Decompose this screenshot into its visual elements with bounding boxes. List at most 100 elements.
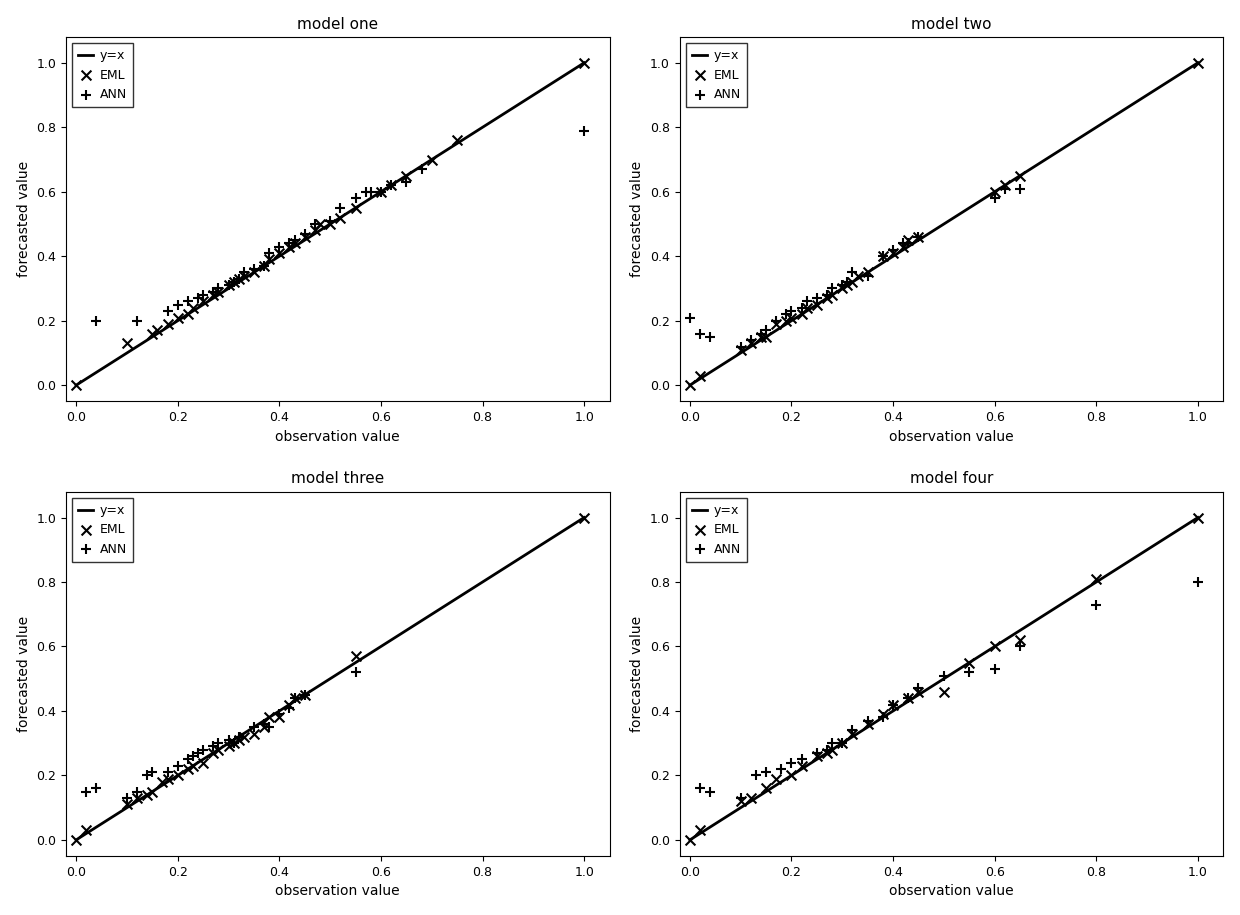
ANN [254, 259, 274, 274]
X-axis label: observation value: observation value [889, 884, 1014, 899]
ANN [279, 236, 299, 251]
EML [822, 287, 842, 302]
ANN [320, 213, 340, 228]
ANN [157, 304, 177, 318]
ANN [117, 791, 136, 805]
EML [858, 265, 878, 280]
ANN [269, 239, 289, 253]
ANN [680, 310, 699, 325]
EML [285, 236, 305, 251]
EML [138, 788, 157, 802]
Title: model one: model one [298, 16, 378, 32]
ANN [184, 748, 203, 763]
EML [1011, 632, 1030, 647]
ANN [87, 314, 107, 328]
EML [279, 697, 299, 712]
EML [742, 791, 761, 805]
ANN [873, 249, 893, 264]
ANN [218, 733, 238, 748]
EML [822, 742, 842, 757]
ANN [985, 191, 1004, 206]
ANN [909, 230, 929, 244]
Y-axis label: forecasted value: forecasted value [630, 616, 645, 732]
ANN [1011, 181, 1030, 196]
EML [157, 771, 177, 786]
ANN [756, 765, 776, 780]
EML [680, 378, 699, 393]
EML [234, 729, 254, 744]
EML [574, 511, 594, 525]
Legend: y=x, EML, ANN: y=x, EML, ANN [686, 498, 746, 562]
ANN [934, 668, 954, 683]
EML [817, 746, 837, 760]
Title: model four: model four [910, 471, 993, 487]
X-axis label: observation value: observation value [889, 430, 1014, 444]
ANN [899, 691, 919, 705]
EML [837, 278, 857, 293]
ANN [77, 784, 97, 799]
EML [66, 378, 86, 393]
ANN [259, 720, 279, 735]
ANN [883, 697, 903, 712]
ANN [909, 681, 929, 695]
ANN [143, 765, 162, 780]
ANN [223, 736, 243, 750]
ANN [817, 287, 837, 302]
ANN [346, 191, 366, 206]
EML [128, 791, 148, 805]
EML [832, 281, 852, 296]
EML [858, 716, 878, 731]
EML [680, 833, 699, 847]
ANN [766, 314, 786, 328]
EML [184, 759, 203, 773]
EML [346, 649, 366, 663]
EML [228, 272, 248, 286]
EML [295, 687, 315, 702]
EML [848, 268, 868, 283]
ANN [837, 274, 857, 289]
Legend: y=x, EML, ANN: y=x, EML, ANN [72, 498, 133, 562]
EML [448, 133, 467, 147]
ANN [412, 162, 432, 177]
EML [77, 823, 97, 837]
ANN [167, 297, 187, 312]
EML [244, 727, 264, 741]
EML [985, 185, 1004, 199]
ANN [822, 736, 842, 750]
EML [269, 710, 289, 725]
EML [167, 768, 187, 782]
ANN [179, 294, 198, 308]
EML [909, 230, 929, 244]
ANN [87, 781, 107, 796]
ANN [756, 323, 776, 338]
EML [153, 775, 172, 790]
EML [873, 707, 893, 722]
ANN [807, 746, 827, 760]
ANN [960, 665, 980, 680]
EML [244, 265, 264, 280]
EML [807, 297, 827, 312]
EML [179, 307, 198, 321]
EML [899, 232, 919, 247]
ANN [203, 285, 223, 299]
EML [259, 253, 279, 267]
EML [234, 268, 254, 283]
Y-axis label: forecasted value: forecasted value [16, 161, 31, 277]
Legend: y=x, EML, ANN: y=x, EML, ANN [686, 43, 746, 107]
EML [751, 329, 771, 344]
EML [218, 278, 238, 293]
Y-axis label: forecasted value: forecasted value [630, 161, 645, 277]
ANN [985, 662, 1004, 676]
EML [985, 640, 1004, 654]
ANN [203, 739, 223, 754]
ANN [361, 185, 381, 199]
EML [422, 152, 441, 167]
ANN [228, 272, 248, 286]
EML [909, 684, 929, 699]
X-axis label: observation value: observation value [275, 430, 401, 444]
ANN [893, 236, 913, 251]
EML [66, 833, 86, 847]
EML [330, 210, 350, 225]
ANN [842, 723, 862, 737]
EML [873, 249, 893, 264]
